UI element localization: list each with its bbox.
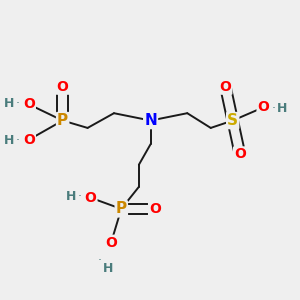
Text: N: N xyxy=(144,113,157,128)
Text: H: H xyxy=(65,190,76,203)
Text: ·: · xyxy=(77,190,81,203)
Text: H: H xyxy=(4,97,14,110)
Text: H: H xyxy=(103,262,113,275)
Text: ·: · xyxy=(271,102,275,115)
Text: O: O xyxy=(85,191,96,205)
Text: ·: · xyxy=(16,134,20,147)
Text: O: O xyxy=(57,80,69,94)
Text: O: O xyxy=(105,236,117,250)
Text: O: O xyxy=(219,80,231,94)
Text: ·: · xyxy=(98,254,102,268)
Text: O: O xyxy=(23,98,35,111)
Text: O: O xyxy=(23,133,35,147)
Text: O: O xyxy=(258,100,269,114)
Text: H: H xyxy=(4,134,14,147)
Text: S: S xyxy=(227,113,238,128)
Text: H: H xyxy=(277,102,287,115)
Text: O: O xyxy=(149,202,161,216)
Text: O: O xyxy=(234,147,246,161)
Text: P: P xyxy=(116,201,127,216)
Text: P: P xyxy=(57,113,68,128)
Text: ·: · xyxy=(16,97,20,110)
